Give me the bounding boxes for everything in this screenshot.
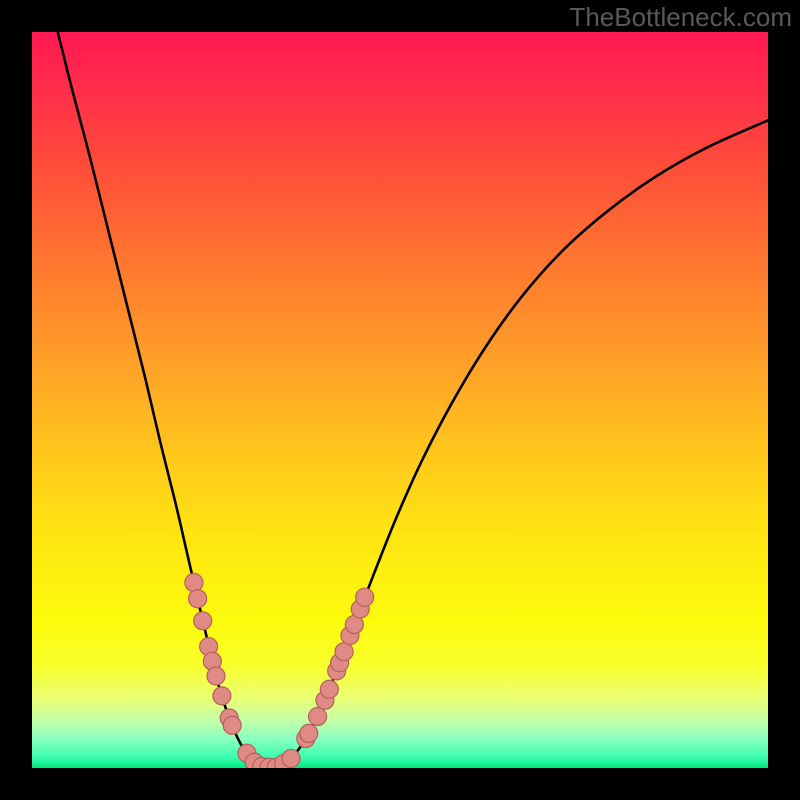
- data-marker: [185, 574, 203, 592]
- data-marker: [320, 680, 338, 698]
- gradient-background: [32, 32, 768, 768]
- watermark-label: TheBottleneck.com: [569, 2, 792, 33]
- chart-container: TheBottleneck.com: [0, 0, 800, 800]
- data-marker: [282, 749, 300, 767]
- data-marker: [223, 716, 241, 734]
- data-marker: [194, 612, 212, 630]
- data-marker: [300, 724, 318, 742]
- data-marker: [207, 667, 225, 685]
- data-marker: [309, 707, 327, 725]
- data-marker: [189, 590, 207, 608]
- data-marker: [335, 643, 353, 661]
- data-marker: [356, 588, 374, 606]
- data-marker: [213, 687, 231, 705]
- v-well-chart: [0, 0, 800, 800]
